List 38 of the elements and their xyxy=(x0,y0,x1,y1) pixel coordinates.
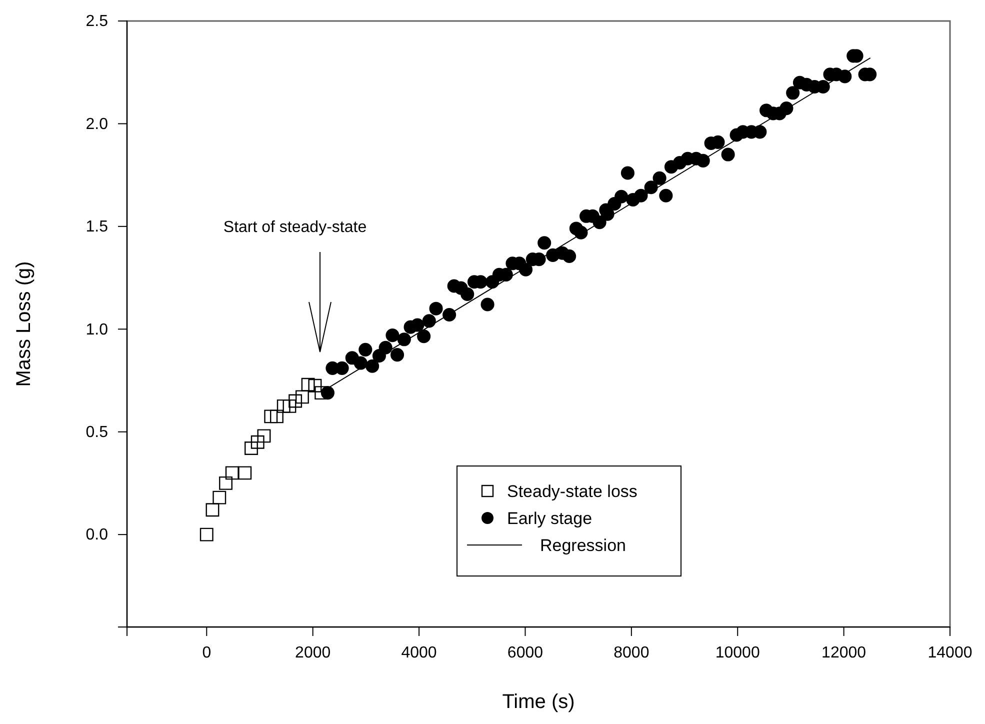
point xyxy=(238,466,252,480)
point xyxy=(295,390,309,404)
point xyxy=(244,442,258,456)
point xyxy=(225,466,239,480)
annotation: Start of steady-state xyxy=(223,219,367,236)
y-axis-title: Mass Loss (g) xyxy=(13,261,35,387)
x-axis-title: Time (s) xyxy=(502,691,575,713)
point xyxy=(206,503,220,517)
point xyxy=(257,429,271,443)
x-tick-label: 12000 xyxy=(822,644,866,662)
legend-label: Early stage xyxy=(507,509,592,528)
x-tick-label: 6000 xyxy=(507,644,544,662)
point xyxy=(276,399,290,413)
point xyxy=(212,490,226,504)
legend-label: Steady-state loss xyxy=(507,482,638,501)
x-tick-label: 0 xyxy=(202,644,212,662)
point xyxy=(301,378,315,392)
point xyxy=(282,399,296,413)
point xyxy=(250,435,264,449)
x-tick-label: 10000 xyxy=(715,644,760,662)
y-tick-label: 1.0 xyxy=(86,321,108,338)
point xyxy=(264,410,278,424)
point xyxy=(270,410,284,424)
point xyxy=(219,476,232,490)
point xyxy=(200,528,214,542)
x-tick-label: 4000 xyxy=(401,644,437,662)
point xyxy=(308,378,322,392)
x-tick-label: 14000 xyxy=(928,644,972,662)
legend-label: Regression xyxy=(540,536,626,555)
y-tick-label: 1.5 xyxy=(86,218,108,236)
y-tick-label: 2.0 xyxy=(86,116,108,133)
x-tick-label: 8000 xyxy=(614,644,650,662)
point xyxy=(314,386,328,400)
point xyxy=(288,394,302,408)
y-tick-label: 2.5 xyxy=(86,13,108,30)
x-tick-label: 2000 xyxy=(295,644,331,662)
y-tick-label: 0.5 xyxy=(86,424,108,441)
y-tick-label: 0.0 xyxy=(86,526,108,544)
